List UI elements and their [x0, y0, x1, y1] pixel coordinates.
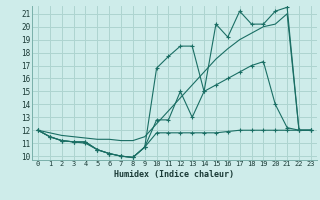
- X-axis label: Humidex (Indice chaleur): Humidex (Indice chaleur): [115, 170, 234, 179]
